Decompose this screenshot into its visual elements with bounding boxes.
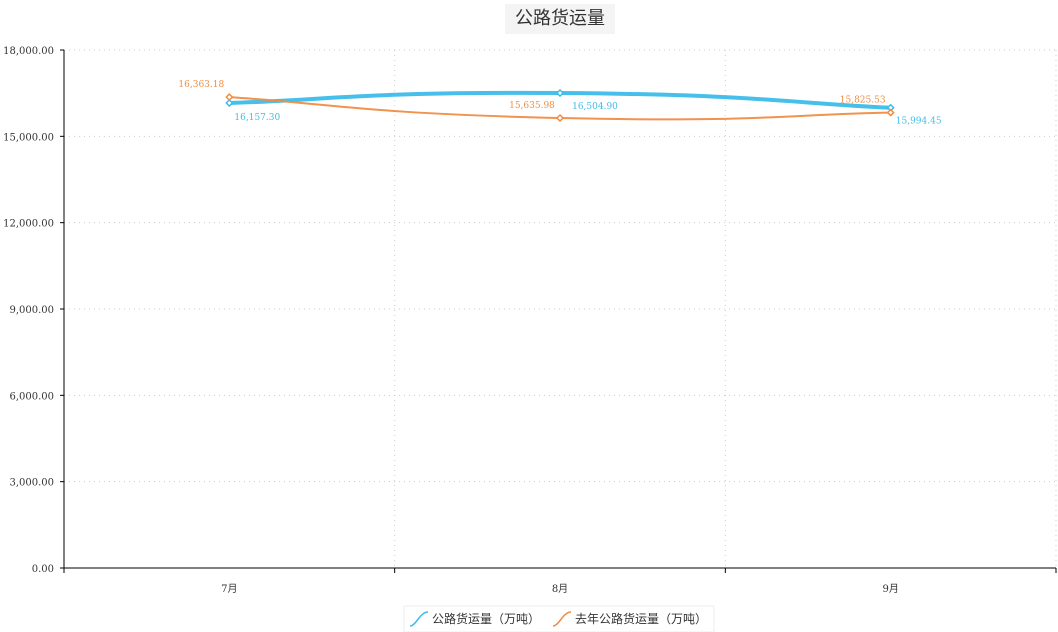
x-tick-label: 8月: [552, 583, 568, 595]
data-label: 15,825.53: [840, 96, 886, 106]
data-label: 16,157.30: [234, 113, 280, 123]
series-lines: 16,157.30 16,504.90 15,994.45 16,363.18 15,6…: [178, 80, 941, 127]
data-point[interactable]: [225, 98, 234, 108]
title-background: [505, 4, 615, 34]
legend-box: [403, 605, 715, 632]
y-tick-label: 0.00: [32, 564, 54, 575]
y-tick-label: 18,000.00: [3, 46, 54, 57]
y-tick-label: 3,000.00: [9, 478, 54, 489]
y-tick-label: 9,000.00: [9, 305, 54, 316]
x-tick-label: 7月: [221, 583, 237, 595]
data-point[interactable]: [555, 113, 565, 123]
data-point[interactable]: [555, 88, 565, 98]
axes: 0.00 3,000.00 6,000.00 9,000.00 12,000.00 15,…: [3, 46, 1057, 595]
legend[interactable]: 公路货运量（万吨） 去年公路货运量（万吨）: [403, 605, 715, 632]
data-label: 15,994.45: [896, 117, 942, 127]
data-label: 16,504.90: [572, 102, 618, 112]
y-tick-label: 6,000.00: [9, 391, 54, 402]
data-label: 16,363.18: [178, 80, 224, 90]
legend-item-label[interactable]: 去年公路货运量（万吨）: [575, 611, 707, 626]
data-label: 15,635.98: [509, 101, 555, 111]
chart-title: 公路货运量: [515, 8, 605, 29]
data-point[interactable]: [225, 93, 234, 102]
x-tick-label: 9月: [882, 583, 898, 595]
y-tick-label: 15,000.00: [3, 132, 54, 143]
grid-lines: [64, 49, 1057, 568]
legend-item-label[interactable]: 公路货运量（万吨）: [432, 611, 540, 626]
legend-line-icon[interactable]: [552, 611, 572, 627]
legend-line-icon[interactable]: [409, 611, 429, 627]
data-point[interactable]: [886, 108, 895, 117]
y-tick-label: 12,000.00: [3, 219, 54, 230]
